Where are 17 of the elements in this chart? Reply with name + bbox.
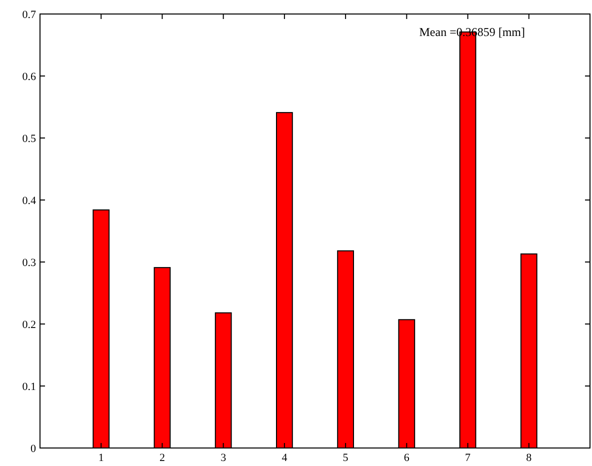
x-tick-label: 6 (404, 452, 410, 464)
y-tick-label: 0.4 (22, 194, 36, 207)
y-tick-label: 0 (30, 442, 36, 455)
x-tick-label: 3 (220, 452, 227, 464)
x-tick-label: 4 (282, 452, 288, 464)
y-tick-label: 0.2 (22, 318, 36, 331)
x-tick-label: 5 (342, 452, 349, 464)
x-tick-label: 1 (98, 452, 104, 464)
y-tick-label: 0.1 (22, 380, 36, 393)
y-tick-label: 0.3 (22, 256, 36, 269)
y-tick-label: 0.6 (22, 70, 36, 83)
annotation: Mean =0.36859 [mm] (419, 25, 526, 39)
y-tick-label: 0.7 (22, 8, 36, 21)
x-tick-label: 2 (159, 452, 165, 464)
x-tick-label: 7 (465, 452, 472, 464)
x-tick-label: 8 (526, 452, 532, 464)
y-tick-label: 0.5 (22, 132, 36, 145)
